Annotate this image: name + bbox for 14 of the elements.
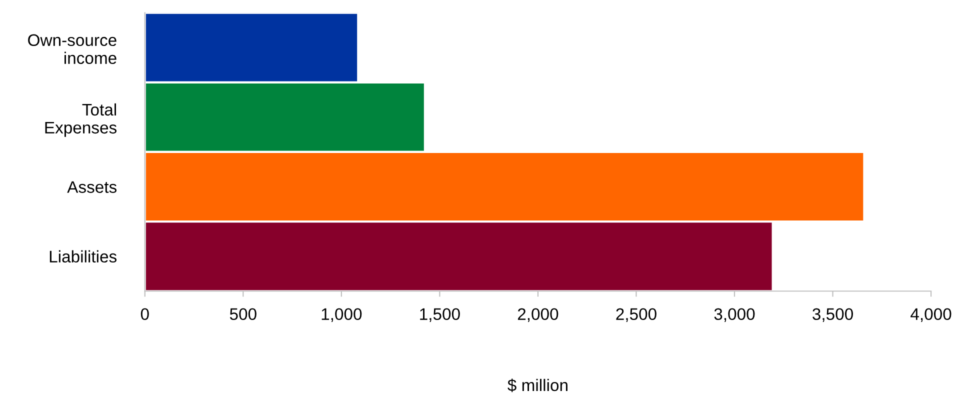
y-tick-label: Total Expenses — [45, 103, 117, 137]
x-tick-label: 3,500 — [812, 308, 853, 322]
x-axis-title: $ million — [508, 378, 568, 392]
x-tick-label: 1,500 — [420, 308, 460, 322]
x-tick-label: 0 — [140, 308, 149, 320]
x-tick-label: 1,000 — [322, 308, 362, 322]
x-tick-label: 2,000 — [518, 308, 558, 322]
y-tick-label: Assets — [67, 181, 117, 193]
y-tick-label: Own-source income — [28, 34, 116, 64]
x-tick-label: 500 — [230, 308, 256, 320]
x-tick-label: 4,000 — [910, 308, 952, 322]
x-tick-label: 2,500 — [616, 308, 656, 322]
y-tick-label: Liabilities — [50, 250, 117, 263]
x-tick-label: 3,000 — [714, 308, 755, 322]
